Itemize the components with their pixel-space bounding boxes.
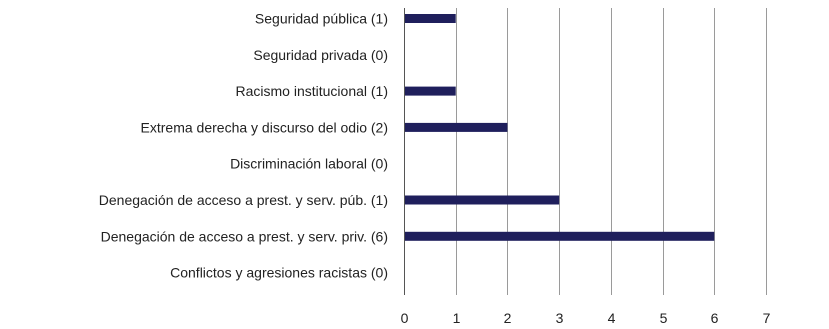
gridlines [456,8,767,295]
category-label: Seguridad privada (0) [253,47,388,63]
bar [404,86,456,96]
x-tick-labels: 0 1 2 3 4 5 6 7 [401,310,771,326]
category-label: Racismo institucional (1) [236,83,389,99]
x-tick-label: 4 [608,310,616,326]
x-tick-label: 1 [453,310,461,326]
x-tick-label: 7 [763,310,771,326]
category-label: Denegación de acceso a prest. y serv. pr… [101,228,388,244]
bar [404,195,560,205]
x-tick-label: 2 [504,310,512,326]
x-tick-label: 3 [556,310,564,326]
bars [404,14,715,241]
category-label: Conflictos y agresiones racistas (0) [170,265,388,281]
category-label: Seguridad pública (1) [255,11,388,27]
x-tick-label: 6 [711,310,719,326]
x-tick-label: 5 [660,310,668,326]
bar [404,14,456,23]
x-tick-label: 0 [401,310,409,326]
category-label: Denegación de acceso a prest. y serv. pú… [99,192,388,208]
bar [404,231,715,241]
category-label: Extrema derecha y discurso del odio (2) [141,119,388,135]
category-label: Discriminación laboral (0) [230,156,388,172]
category-labels: Seguridad pública (1) Seguridad privada (… [99,11,388,281]
bar [404,122,508,132]
